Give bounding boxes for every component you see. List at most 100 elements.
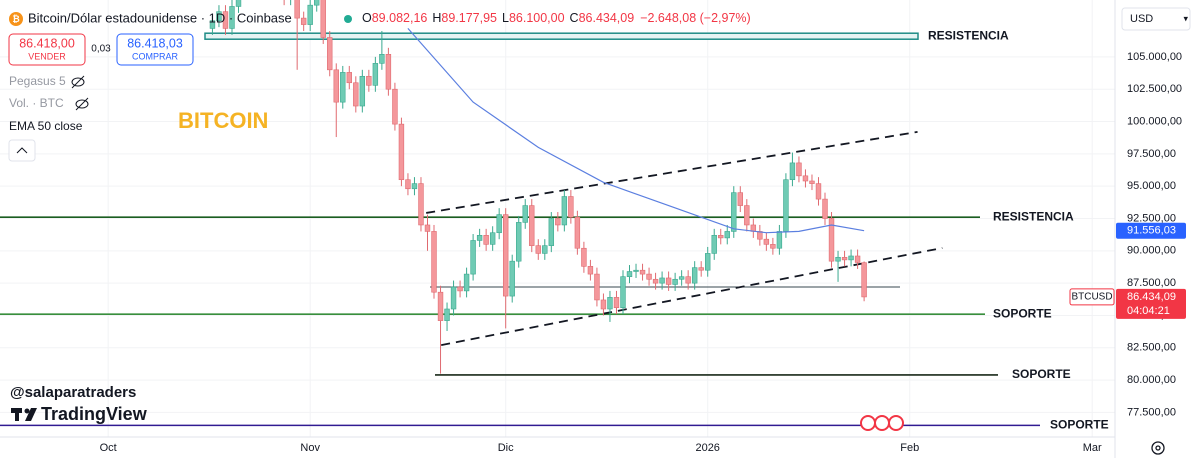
candle-body: [607, 297, 613, 310]
x-tick-label: Mar: [1083, 442, 1102, 454]
candle-body: [587, 266, 594, 275]
candle-body: [639, 269, 646, 275]
candle-body: [763, 238, 770, 245]
symbol-icon-glyph: ₿: [12, 14, 19, 24]
x-tick-label: Nov: [300, 442, 320, 454]
candle-body: [626, 271, 633, 277]
hidden-icon[interactable]: [75, 97, 89, 111]
candle-body: [659, 277, 665, 284]
y-tick-label: 105.000,00: [1127, 51, 1182, 63]
candle-body: [359, 75, 366, 107]
countdown: 04:04:21: [1127, 305, 1170, 317]
candle-body: [770, 244, 776, 249]
settings-icon[interactable]: [1151, 441, 1165, 455]
y-tick-label: 80.000,00: [1127, 374, 1176, 386]
hidden-icon[interactable]: [71, 75, 85, 89]
candle-body: [789, 162, 796, 181]
candle-body: [698, 267, 704, 271]
price-tag-label: 86.434,09: [1127, 291, 1176, 303]
candle-body: [372, 63, 379, 86]
event-icons[interactable]: [860, 415, 904, 431]
spread: 0,03: [91, 44, 111, 55]
candle-body: [828, 218, 835, 262]
candle-body: [502, 214, 509, 297]
candle-body: [229, 6, 235, 29]
candle-body: [489, 232, 496, 245]
y-tick-label: 87.500,00: [1127, 277, 1176, 289]
candle-body: [470, 240, 476, 275]
candle-body: [314, 0, 320, 6]
candle-body: [691, 267, 698, 284]
overlay: ₿ Bitcoin/Dólar estadounidense · 1D · Co…: [8, 10, 1115, 432]
buy-button[interactable]: [116, 33, 194, 66]
candle-body: [418, 183, 424, 226]
candle-body: [476, 235, 483, 241]
buy-price: 86.418,03: [127, 36, 183, 50]
y-tick-label: 92.500,00: [1127, 212, 1176, 224]
candle-body: [665, 277, 672, 285]
candle-body: [861, 262, 867, 298]
candle-body: [815, 183, 822, 200]
candle-body: [327, 37, 333, 71]
x-tick-label: 2026: [695, 442, 719, 454]
candle-body: [385, 54, 392, 90]
candle-body: [235, 0, 242, 7]
candle-body: [600, 299, 607, 310]
candle-body: [450, 286, 457, 310]
candle-body: [574, 216, 581, 249]
indicator-label: Pegasus 5: [9, 74, 66, 88]
ohlc-value: 89.177,95: [441, 11, 497, 25]
x-tick-label: Feb: [900, 442, 919, 454]
candle-body: [620, 276, 626, 309]
ohlc-key: H: [432, 11, 441, 25]
candle-body: [633, 269, 639, 272]
level-label: SOPORTE: [1012, 367, 1071, 381]
candle-body: [333, 69, 339, 103]
candle-body: [835, 256, 841, 262]
candle-body: [854, 255, 861, 263]
sell-button[interactable]: [8, 33, 86, 66]
candle-body: [463, 273, 470, 292]
candle-body: [522, 205, 528, 223]
candle-body: [379, 54, 385, 64]
currency-button[interactable]: [1121, 7, 1191, 31]
candle-body: [705, 253, 711, 271]
ema-line: [407, 28, 865, 234]
collapse-button[interactable]: [8, 139, 36, 162]
candle-body: [411, 183, 418, 190]
y-tick-label: 90.000,00: [1127, 245, 1176, 257]
candle-body: [848, 255, 854, 261]
channel-line: [441, 247, 943, 346]
candle-body: [431, 231, 437, 293]
candle-body: [294, 0, 300, 19]
level-label: RESISTENCIA: [993, 209, 1074, 223]
level-label: SOPORTE: [993, 306, 1052, 320]
y-tick-label: 82.500,00: [1127, 342, 1176, 354]
candle-body: [535, 245, 541, 254]
brand-logo: [11, 408, 37, 421]
ohlc-value: 86.434,09: [579, 11, 635, 25]
y-tick-label: 102.500,00: [1127, 83, 1182, 95]
chart-title: Bitcoin/Dólar estadounidense · 1D · Coin…: [28, 10, 292, 25]
candle-body: [340, 72, 346, 103]
candle-body: [594, 273, 600, 301]
sell-label: VENDER: [28, 51, 66, 61]
candle-body: [548, 218, 555, 246]
candle-body: [568, 196, 574, 218]
candle-body: [444, 308, 450, 321]
candle-body: [457, 286, 463, 292]
y-tick-label: 77.500,00: [1127, 406, 1176, 418]
candle-body: [731, 192, 737, 232]
candle-body: [809, 180, 815, 184]
candle-body: [841, 256, 848, 261]
y-tick-label: 97.500,00: [1127, 148, 1176, 160]
annotation: BITCOIN: [178, 108, 268, 133]
candle-body: [672, 278, 678, 285]
candle-body: [783, 179, 789, 232]
ohlc-value: 86.100,00: [509, 11, 565, 25]
candle-body: [320, 0, 326, 38]
symbol-icon: [9, 12, 23, 26]
candle-body: [300, 17, 307, 25]
candle-body: [796, 162, 802, 177]
